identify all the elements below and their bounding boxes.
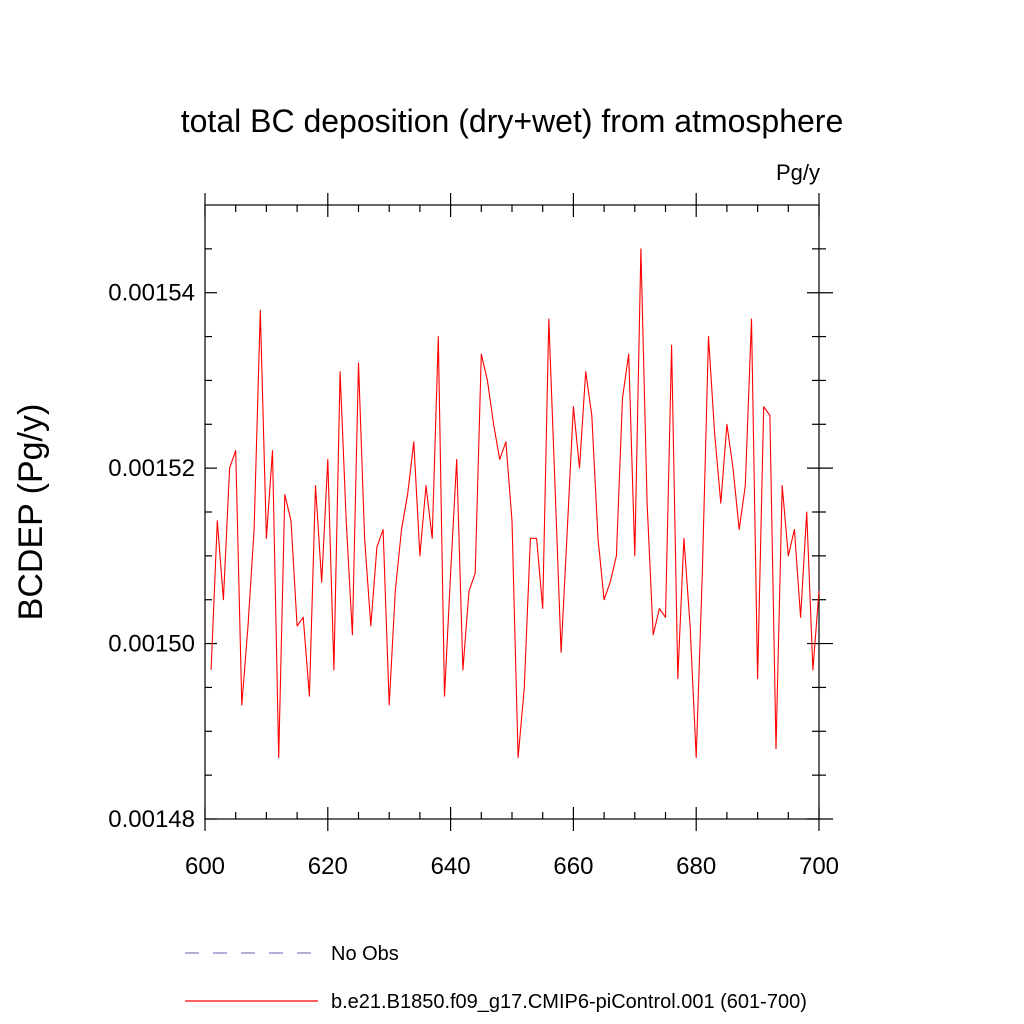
series-layer	[210, 248, 820, 759]
x-tick-label: 640	[431, 853, 471, 880]
plot-frame	[204, 204, 820, 820]
y-tick-label: 0.00150	[108, 631, 195, 658]
y-tick-label: 0.00152	[108, 455, 195, 482]
y-tick-label: 0.00154	[108, 280, 195, 307]
units-label: Pg/y	[776, 160, 820, 185]
x-tick-label: 700	[799, 853, 839, 880]
x-tick-label: 600	[185, 853, 225, 880]
series-line	[210, 248, 820, 759]
chart-title: total BC deposition (dry+wet) from atmos…	[181, 103, 844, 139]
axis-ticks: 600 620 640 660 680 700 0.00148 0.00150 0.00152 0…	[108, 193, 839, 880]
x-tick-label: 660	[553, 853, 593, 880]
legend: No Obs b.e21.B1850.f09_g17.CMIP6-piContro…	[185, 943, 807, 1013]
legend-label: No Obs	[331, 943, 399, 965]
y-axis-label: BCDEP (Pg/y)	[12, 404, 50, 621]
x-tick-label: 620	[308, 853, 348, 880]
legend-label: b.e21.B1850.f09_g17.CMIP6-piControl.001 …	[331, 991, 807, 1013]
y-tick-label: 0.00148	[108, 806, 195, 833]
x-tick-label: 680	[676, 853, 716, 880]
